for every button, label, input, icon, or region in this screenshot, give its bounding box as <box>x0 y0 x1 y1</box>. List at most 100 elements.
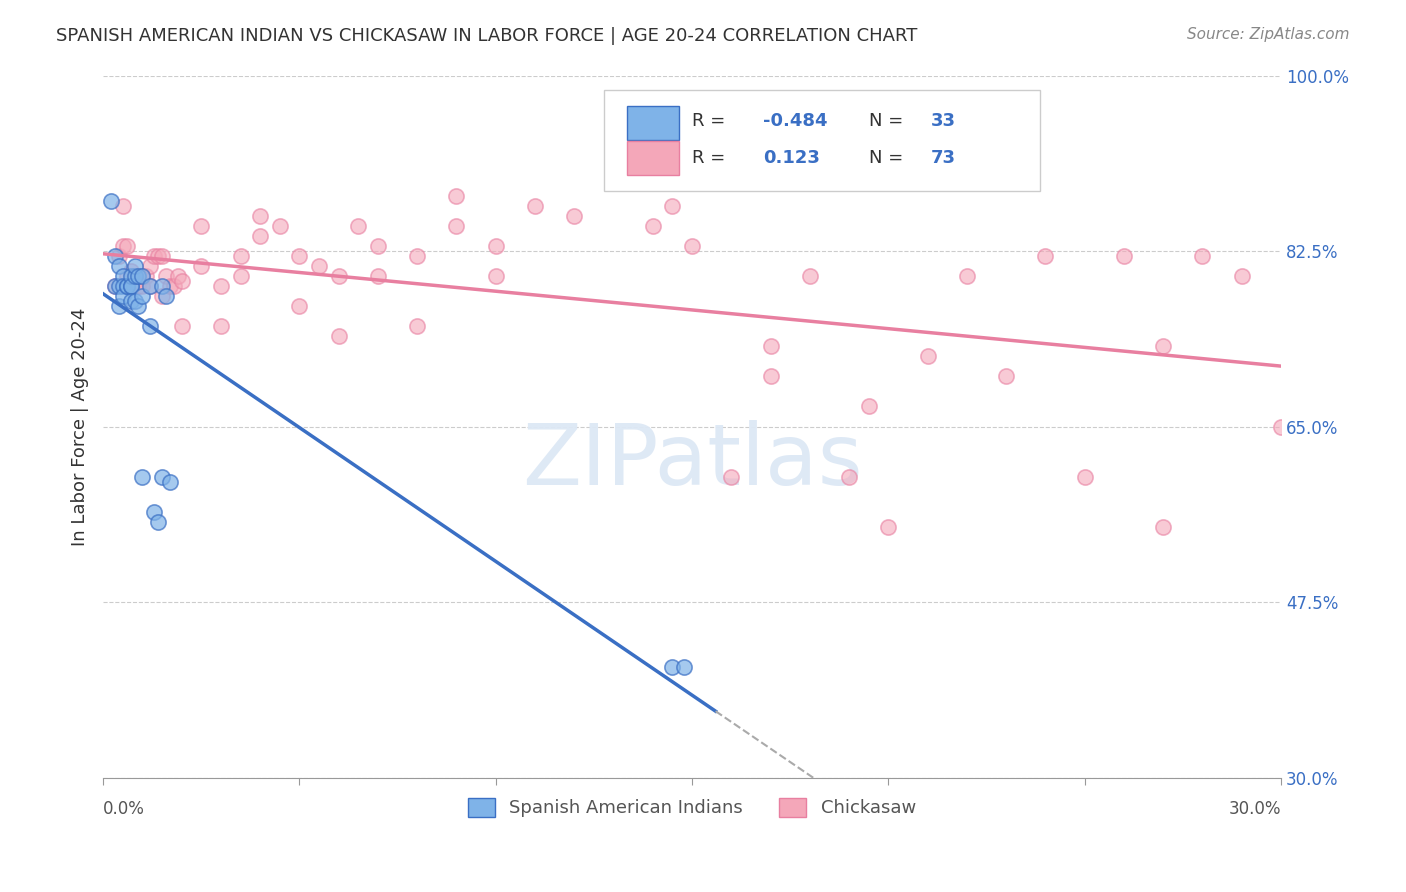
Point <box>127 299 149 313</box>
Text: 73: 73 <box>931 149 956 167</box>
Point <box>288 299 311 313</box>
Point <box>124 294 146 309</box>
Point <box>143 505 166 519</box>
Point <box>146 515 169 529</box>
Point <box>661 199 683 213</box>
Point <box>108 259 131 273</box>
Point <box>131 469 153 483</box>
Point <box>127 279 149 293</box>
Point <box>209 319 232 334</box>
Point <box>124 274 146 288</box>
Point <box>111 289 134 303</box>
FancyBboxPatch shape <box>627 141 679 175</box>
Point <box>150 279 173 293</box>
Point <box>485 269 508 284</box>
Point <box>120 294 142 309</box>
Point <box>120 269 142 284</box>
Text: 0.123: 0.123 <box>762 149 820 167</box>
Point <box>111 269 134 284</box>
Text: R =: R = <box>692 149 737 167</box>
Point <box>799 269 821 284</box>
Point <box>115 239 138 253</box>
Point <box>367 239 389 253</box>
Point <box>111 199 134 213</box>
Point <box>104 279 127 293</box>
Point <box>120 264 142 278</box>
Text: 33: 33 <box>931 112 956 130</box>
Point <box>406 319 429 334</box>
Point <box>661 660 683 674</box>
Point <box>681 239 703 253</box>
Point <box>1230 269 1253 284</box>
Point <box>155 269 177 284</box>
Point <box>111 239 134 253</box>
Point <box>328 269 350 284</box>
Point <box>150 469 173 483</box>
Point <box>759 369 782 384</box>
Point <box>562 209 585 223</box>
Text: 0.0%: 0.0% <box>103 799 145 818</box>
Point <box>485 239 508 253</box>
Point <box>877 520 900 534</box>
Point <box>446 219 468 233</box>
Point <box>170 274 193 288</box>
Text: 30.0%: 30.0% <box>1229 799 1281 818</box>
Point <box>131 269 153 284</box>
Point <box>838 469 860 483</box>
Text: Source: ZipAtlas.com: Source: ZipAtlas.com <box>1187 27 1350 42</box>
Point <box>367 269 389 284</box>
Point <box>120 279 142 293</box>
Point <box>166 269 188 284</box>
Point <box>1073 469 1095 483</box>
Point <box>328 329 350 343</box>
FancyBboxPatch shape <box>603 89 1039 192</box>
Point <box>190 259 212 273</box>
Point <box>104 279 127 293</box>
Point <box>124 259 146 273</box>
Point <box>249 209 271 223</box>
Point <box>115 279 138 293</box>
Text: N =: N = <box>869 149 908 167</box>
Point <box>111 279 134 293</box>
Point <box>1191 249 1213 263</box>
Point <box>269 219 291 233</box>
Point <box>956 269 979 284</box>
Point <box>139 279 162 293</box>
Point <box>288 249 311 263</box>
Point <box>159 475 181 489</box>
Point <box>673 660 696 674</box>
Y-axis label: In Labor Force | Age 20-24: In Labor Force | Age 20-24 <box>72 308 89 546</box>
Point <box>1152 339 1174 353</box>
Point <box>108 249 131 263</box>
Point <box>190 219 212 233</box>
Point <box>1112 249 1135 263</box>
Text: R =: R = <box>692 112 731 130</box>
Point <box>108 279 131 293</box>
Point <box>155 289 177 303</box>
Point <box>1270 419 1292 434</box>
Legend: Spanish American Indians, Chickasaw: Spanish American Indians, Chickasaw <box>461 791 924 825</box>
Text: SPANISH AMERICAN INDIAN VS CHICKASAW IN LABOR FORCE | AGE 20-24 CORRELATION CHAR: SPANISH AMERICAN INDIAN VS CHICKASAW IN … <box>56 27 918 45</box>
Point <box>135 269 157 284</box>
Point <box>146 249 169 263</box>
Point <box>124 269 146 284</box>
Point <box>159 279 181 293</box>
Point <box>1152 520 1174 534</box>
Point <box>115 279 138 293</box>
Point <box>127 269 149 284</box>
Point <box>858 400 880 414</box>
Point <box>139 319 162 334</box>
Text: N =: N = <box>869 112 908 130</box>
Point <box>759 339 782 353</box>
Point <box>249 229 271 244</box>
Point <box>108 299 131 313</box>
Point <box>406 249 429 263</box>
Point <box>163 279 186 293</box>
Point <box>150 289 173 303</box>
Point <box>100 194 122 208</box>
Point <box>170 319 193 334</box>
Point <box>229 249 252 263</box>
Point <box>139 259 162 273</box>
Point <box>347 219 370 233</box>
Point <box>139 279 162 293</box>
